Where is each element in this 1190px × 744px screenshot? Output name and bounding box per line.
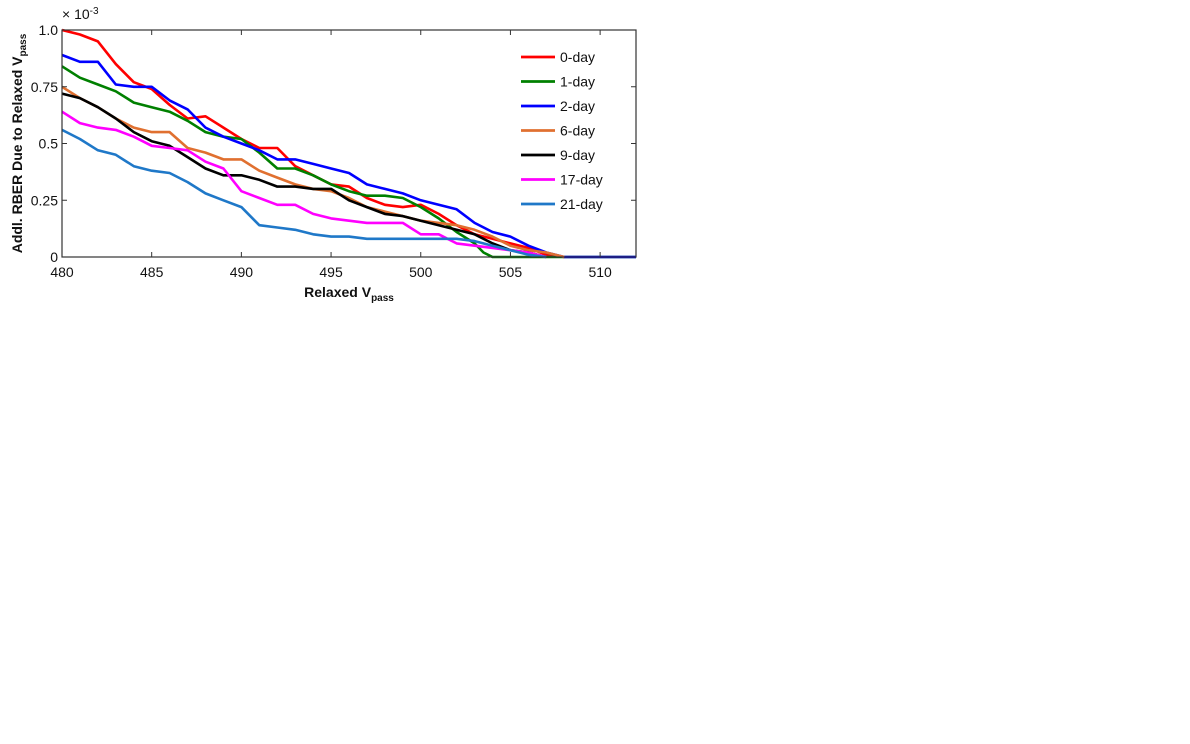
- series-line-17-day: [61, 110, 547, 259]
- series-line-1-day: [61, 65, 636, 259]
- series-line-9-day: [61, 92, 547, 259]
- x-tick-label: 485: [140, 264, 164, 280]
- x-tick-label: 505: [499, 264, 523, 280]
- x-tick-label: 490: [230, 264, 254, 280]
- y-axis-label: Addl. RBER Due to Relaxed Vpass: [9, 33, 29, 253]
- series-line-0-day: [61, 28, 565, 259]
- series-line-21-day: [61, 128, 547, 259]
- x-tick-label: 510: [588, 264, 612, 280]
- x-tick-label: 480: [50, 264, 74, 280]
- legend-label-21-day: 21-day: [560, 196, 603, 212]
- y-tick-label: 0.75: [31, 79, 58, 95]
- legend-label-0-day: 0-day: [560, 49, 595, 65]
- x-axis-label: Relaxed Vpass: [304, 284, 394, 304]
- series-line-2-day: [61, 53, 636, 259]
- legend-label-17-day: 17-day: [560, 172, 603, 188]
- axis-multiplier: × 10-3: [62, 6, 99, 22]
- y-tick-label: 0.25: [31, 192, 58, 208]
- y-tick-label: 0: [50, 249, 58, 265]
- y-tick-label: 0.5: [39, 136, 59, 152]
- legend-label-1-day: 1-day: [560, 74, 595, 90]
- x-tick-label: 500: [409, 264, 433, 280]
- y-tick-label: 1.0: [39, 22, 59, 38]
- x-tick-label: 495: [319, 264, 343, 280]
- legend-label-2-day: 2-day: [560, 98, 595, 114]
- series-group: [61, 28, 636, 259]
- legend-label-9-day: 9-day: [560, 147, 595, 163]
- legend: 0-day 1-day 2-day 6-day 9-day 17-day 21-day: [521, 49, 603, 212]
- x-ticks: 480 485 490 495 500 505 510: [50, 30, 612, 280]
- legend-label-6-day: 6-day: [560, 123, 595, 139]
- y-ticks: 0 0.25 0.5 0.75 1.0: [31, 22, 636, 265]
